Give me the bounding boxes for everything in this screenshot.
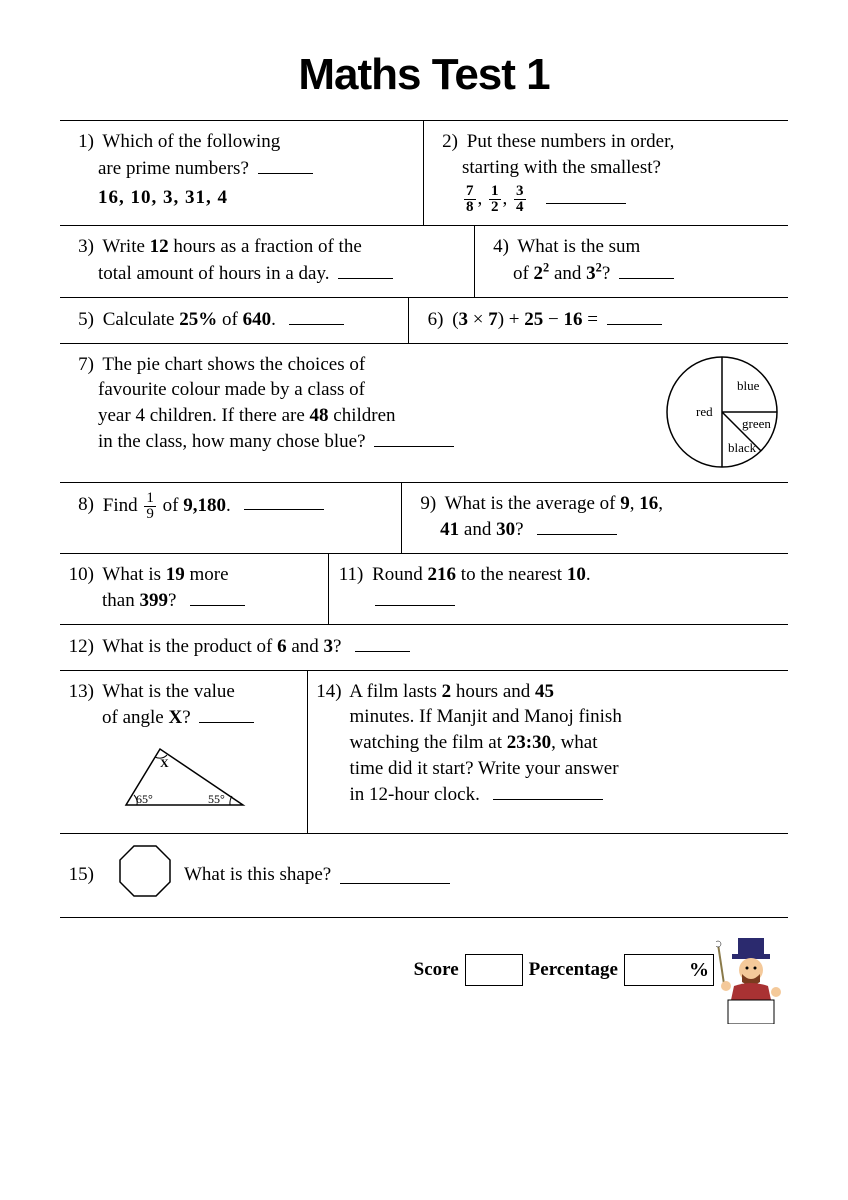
q11-blank[interactable]: [375, 587, 455, 606]
score-label: Score: [414, 959, 459, 981]
percentage-box[interactable]: %: [624, 954, 714, 986]
question-9: 9) What is the average of 9, 16, 41 and …: [402, 483, 788, 553]
question-10: 10) What is 19 more than 399?: [60, 554, 329, 624]
triangle-icon: X 65° 55°: [108, 737, 258, 815]
q4-blank[interactable]: [619, 260, 674, 279]
q15-blank[interactable]: [340, 865, 450, 884]
svg-text:65°: 65°: [136, 792, 153, 806]
q13-blank[interactable]: [199, 704, 254, 723]
worksheet-grid: 1) Which of the following are prime numb…: [60, 120, 788, 918]
question-14: 14) A film lasts 2 hours and 45 minutes.…: [308, 671, 788, 833]
q2-line2: starting with the smallest?: [430, 157, 661, 178]
q4-num: 4): [481, 234, 509, 260]
q6-num: 6): [415, 307, 443, 333]
q12-num: 12): [66, 634, 94, 660]
q6-blank[interactable]: [607, 306, 662, 325]
question-6: 6) (3 × 7) + 25 − 16 =: [409, 298, 788, 343]
q13-num: 13): [66, 679, 94, 705]
svg-text:X: X: [160, 756, 169, 770]
q1-num: 1): [66, 129, 94, 155]
q14-blank[interactable]: [493, 781, 603, 800]
q5-blank[interactable]: [289, 306, 344, 325]
svg-text:blue: blue: [737, 378, 760, 393]
q3-blank[interactable]: [338, 260, 393, 279]
q11-num: 11): [335, 562, 363, 588]
svg-text:red: red: [696, 404, 713, 419]
q7-num: 7): [66, 352, 94, 378]
q9-blank[interactable]: [537, 516, 617, 535]
q7-blank[interactable]: [374, 428, 454, 447]
q14-num: 14): [314, 679, 342, 705]
question-12: 12) What is the product of 6 and 3?: [60, 625, 788, 670]
q1-blank[interactable]: [258, 155, 313, 174]
question-8: 8) Find 19 of 9,180.: [60, 483, 402, 553]
svg-text:black: black: [728, 440, 757, 455]
svg-text:55°: 55°: [208, 792, 225, 806]
pie-chart-icon: red blue green black: [662, 352, 782, 472]
question-13: 13) What is the value of angle X? X 65° …: [60, 671, 308, 833]
q1-numbers: 16, 10, 3, 31, 4: [66, 185, 417, 211]
q2-fractions: 78, 12, 34: [430, 184, 782, 215]
percentage-label: Percentage: [529, 959, 618, 981]
q8-num: 8): [66, 492, 94, 518]
q5-num: 5): [66, 307, 94, 333]
q1-line1: Which of the following: [102, 131, 280, 152]
q15-num: 15): [66, 862, 94, 888]
score-box[interactable]: [465, 954, 523, 986]
svg-text:green: green: [742, 416, 771, 431]
q3-num: 3): [66, 234, 94, 260]
q12-blank[interactable]: [355, 633, 410, 652]
page-title: Maths Test 1: [60, 50, 788, 100]
question-15: 15) What is this shape?: [60, 834, 788, 918]
question-7: red blue green black 7) The pie chart sh…: [60, 344, 788, 482]
score-footer: Score Percentage %: [60, 936, 788, 1004]
q10-num: 10): [66, 562, 94, 588]
q9-num: 9): [408, 491, 436, 517]
q2-line1: Put these numbers in order,: [467, 131, 675, 152]
question-5: 5) Calculate 25% of 640.: [60, 298, 409, 343]
question-4: 4) What is the sum of 22 and 32?: [475, 226, 788, 297]
q1-line2: are prime numbers?: [66, 158, 249, 179]
q2-blank[interactable]: [546, 185, 626, 204]
question-11: 11) Round 216 to the nearest 10.: [329, 554, 788, 624]
q10-blank[interactable]: [190, 587, 245, 606]
q8-blank[interactable]: [244, 491, 324, 510]
q2-num: 2): [430, 129, 458, 155]
question-3: 3) Write 12 hours as a fraction of the t…: [60, 226, 475, 297]
question-1: 1) Which of the following are prime numb…: [60, 121, 424, 225]
question-2: 2) Put these numbers in order, starting …: [424, 121, 788, 225]
magician-character-icon: [716, 936, 788, 1024]
octagon-icon: [116, 842, 174, 900]
